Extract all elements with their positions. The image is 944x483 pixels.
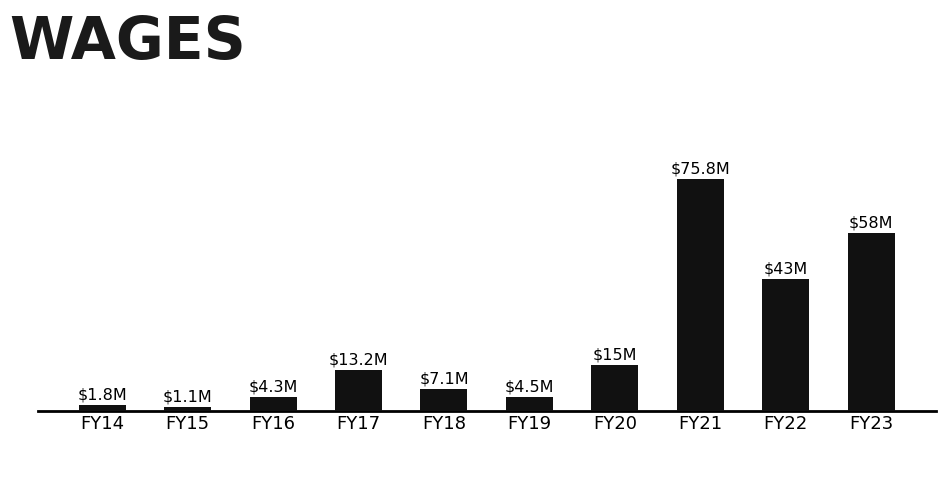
Text: $1.1M: $1.1M [162, 390, 212, 405]
Bar [249, 398, 296, 411]
Bar [164, 407, 211, 411]
Bar [762, 279, 808, 411]
Text: $58M: $58M [848, 216, 892, 231]
Text: $13.2M: $13.2M [329, 353, 388, 368]
Text: $1.8M: $1.8M [77, 387, 126, 403]
Bar [505, 397, 552, 411]
Text: $4.3M: $4.3M [248, 380, 297, 395]
Text: $7.1M: $7.1M [419, 371, 468, 386]
Bar [676, 179, 723, 411]
Bar [847, 233, 894, 411]
Text: WAGES: WAGES [9, 14, 246, 71]
Bar [420, 389, 467, 411]
Text: $15M: $15M [592, 347, 636, 362]
Bar [78, 405, 126, 411]
Bar [591, 365, 638, 411]
Bar [334, 370, 381, 411]
Text: $43M: $43M [763, 262, 807, 277]
Text: $75.8M: $75.8M [669, 161, 730, 176]
Text: $4.5M: $4.5M [504, 379, 553, 394]
